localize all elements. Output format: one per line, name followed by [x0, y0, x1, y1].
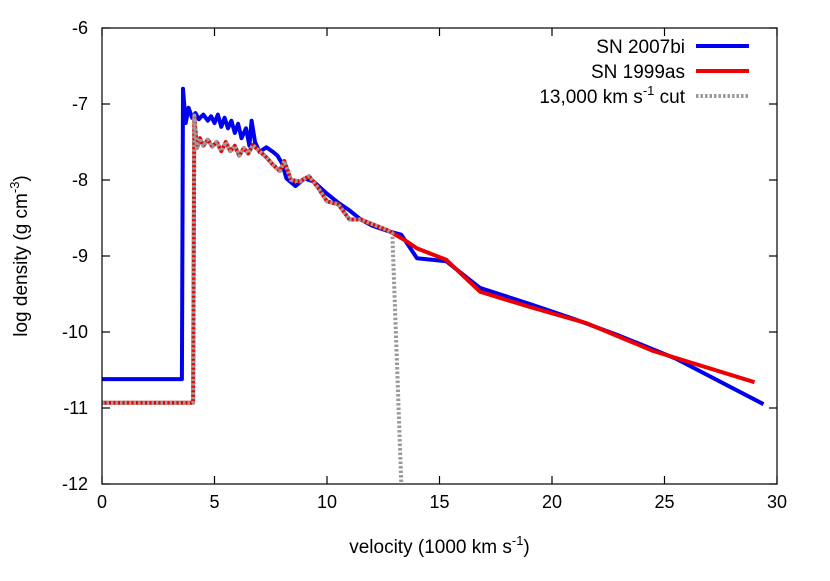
- legend-label-sup: -1: [643, 83, 655, 98]
- y-tick-label-0: -12: [62, 474, 88, 494]
- legend-label-cut: 13,000 km s-1 cut: [539, 83, 685, 108]
- y-axis-title-tail: ): [11, 175, 32, 181]
- x-tick-label-5: 25: [654, 492, 674, 512]
- legend-label-sn1999as: SN 1999as: [591, 62, 685, 83]
- x-axis-title-sup: -1: [512, 533, 524, 548]
- y-axis-title: log density (g cm-3): [7, 175, 32, 337]
- y-tick-label-2: -10: [62, 322, 88, 342]
- y-tick-label-5: -7: [72, 94, 88, 114]
- legend-label-base: SN 1999as: [591, 62, 685, 83]
- y-tick-label-6: -6: [72, 18, 88, 38]
- x-tick-label-4: 20: [542, 492, 562, 512]
- legend: SN 2007bi SN 1999as 13,000 km s-1 cut: [539, 37, 749, 108]
- x-tick-label-1: 5: [209, 492, 219, 512]
- y-axis-title-base: log density (g cm: [11, 193, 32, 337]
- x-axis-title: velocity (1000 km s-1): [349, 533, 530, 558]
- y-tick-label-4: -8: [72, 170, 88, 190]
- y-tick-label-1: -11: [63, 398, 88, 418]
- legend-label-tail: cut: [654, 87, 685, 108]
- x-tick-label-3: 15: [429, 492, 449, 512]
- series-line-2: [102, 113, 404, 485]
- legend-label-base: SN 2007bi: [596, 37, 685, 58]
- y-tick-label-3: -9: [72, 246, 88, 266]
- legend-entry-cut: 13,000 km s-1 cut: [539, 83, 749, 108]
- y-axis-title-sup: -3: [7, 182, 22, 194]
- x-axis-ticks: 0 5 10 15 20 25 30: [97, 28, 787, 512]
- y-axis-ticks: -12 -11 -10 -9 -8 -7 -6: [62, 18, 777, 494]
- x-axis-title-tail: ): [523, 537, 529, 558]
- x-tick-label-0: 0: [97, 492, 107, 512]
- legend-entry-sn1999as: SN 1999as: [591, 62, 749, 83]
- legend-label-sn2007bi: SN 2007bi: [596, 37, 685, 58]
- x-tick-label-2: 10: [317, 492, 337, 512]
- series-layer: [102, 86, 765, 485]
- legend-entry-sn2007bi: SN 2007bi: [596, 37, 749, 58]
- x-axis-title-base: velocity (1000 km s: [349, 537, 512, 558]
- x-tick-label-6: 30: [767, 492, 787, 512]
- legend-label-base: 13,000 km s: [539, 87, 643, 108]
